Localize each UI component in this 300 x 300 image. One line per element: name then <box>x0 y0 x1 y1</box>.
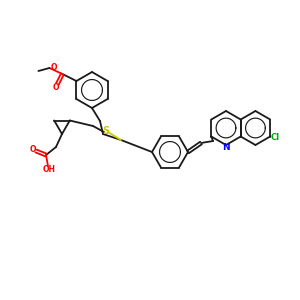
Text: Cl: Cl <box>271 133 280 142</box>
Text: N: N <box>222 142 230 152</box>
Text: O: O <box>52 82 59 91</box>
Text: O: O <box>51 64 57 73</box>
Text: OH: OH <box>43 166 56 175</box>
Text: S: S <box>102 126 110 136</box>
Text: O: O <box>30 145 36 154</box>
